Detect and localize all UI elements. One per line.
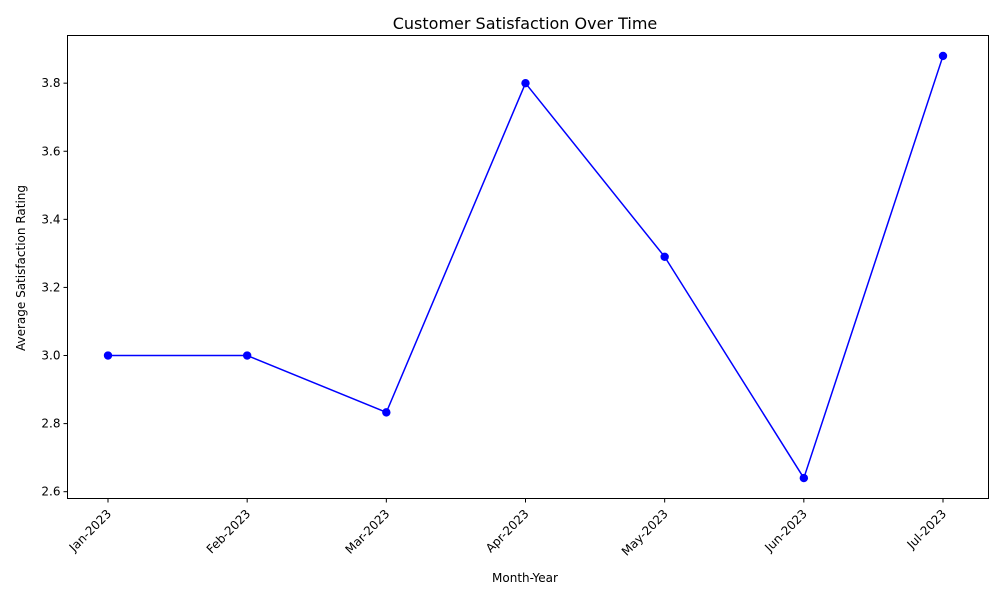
x-axis-label: Month-Year xyxy=(492,571,558,585)
x-tick-label: Feb-2023 xyxy=(204,507,254,557)
y-tick-label: 3.2 xyxy=(41,280,60,294)
data-point xyxy=(660,252,669,261)
x-tick-label: Jan-2023 xyxy=(66,507,114,555)
data-point xyxy=(799,473,809,483)
y-tick-label: 3.6 xyxy=(41,144,60,158)
y-tick-label: 3.8 xyxy=(41,76,60,90)
x-tick-label: May-2023 xyxy=(619,507,671,559)
data-point xyxy=(938,51,948,61)
x-axis: Jan-2023 Feb-2023 Mar-2023 Apr-2023 May-2023… xyxy=(66,498,950,559)
plot-area-frame xyxy=(67,35,989,499)
chart-title: Customer Satisfaction Over Time xyxy=(393,14,658,33)
data-point xyxy=(103,351,113,360)
y-axis-label: Average Satisfaction Rating xyxy=(14,185,28,351)
y-axis: 2.6 2.8 3.0 3.2 3.4 3.6 3.8 xyxy=(41,76,68,499)
x-tick-label: Apr-2023 xyxy=(483,507,532,556)
y-tick-label: 2.8 xyxy=(41,417,60,431)
y-tick-label: 3.0 xyxy=(41,349,60,363)
y-tick-label: 2.6 xyxy=(41,485,60,499)
series-line xyxy=(108,55,944,479)
x-tick-label: Mar-2023 xyxy=(342,507,392,557)
data-point xyxy=(382,408,391,417)
data-point xyxy=(242,351,252,360)
x-tick-label: Jul-2023 xyxy=(904,507,950,553)
data-point xyxy=(521,78,530,88)
x-tick-label: Jun-2023 xyxy=(761,507,810,556)
y-tick-label: 3.4 xyxy=(41,212,60,226)
series-layer xyxy=(103,51,948,483)
